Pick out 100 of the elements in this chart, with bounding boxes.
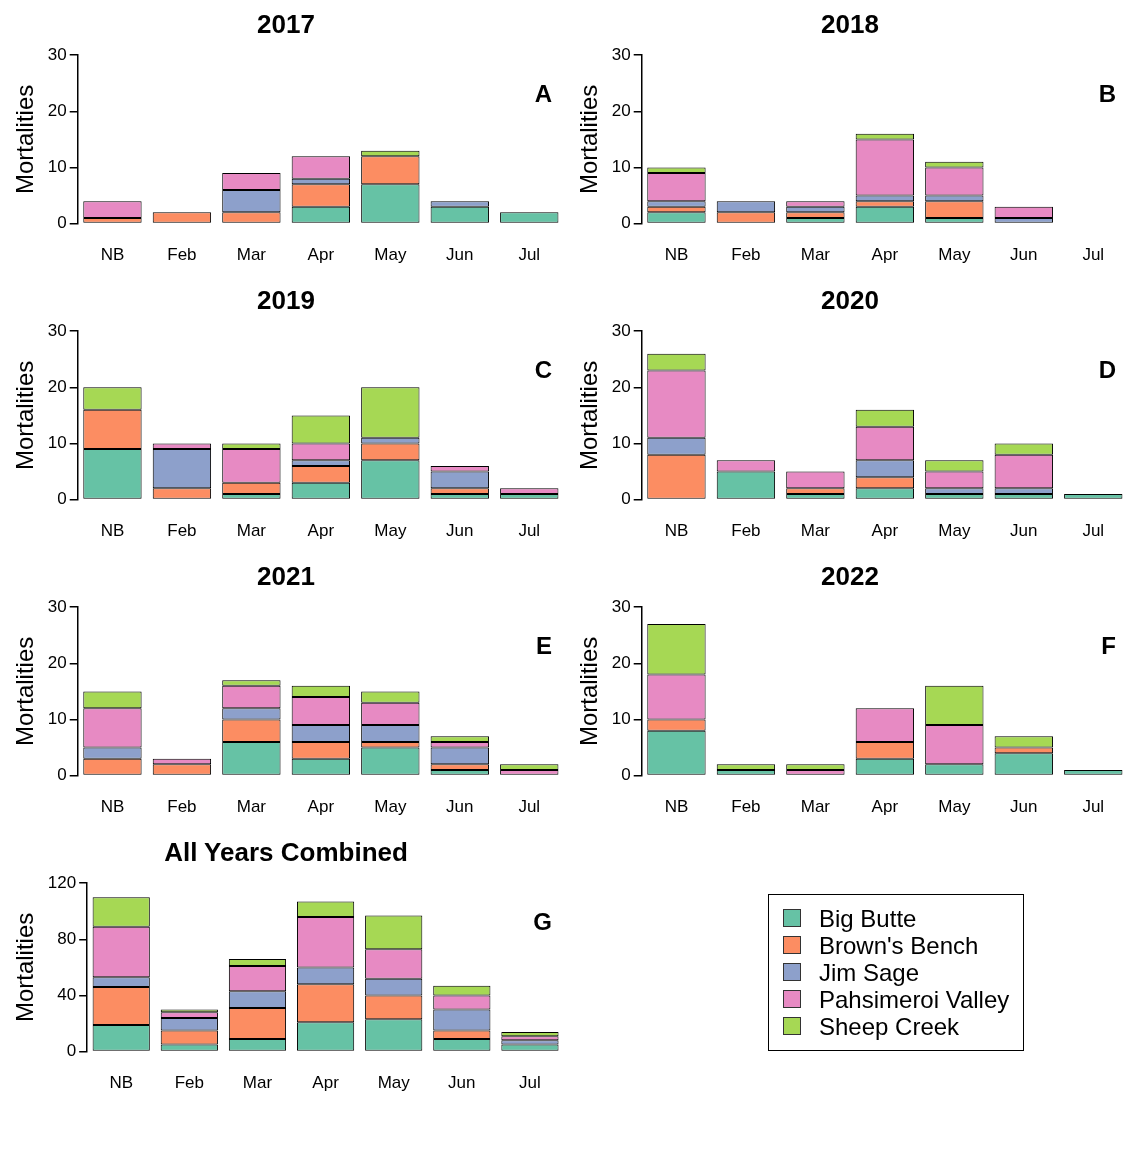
x-tick-label: Apr bbox=[307, 245, 335, 265]
x-tick-label: Jun bbox=[446, 245, 474, 265]
y-tick-label: 30 bbox=[47, 320, 67, 340]
y-tick-label: 30 bbox=[47, 44, 67, 64]
x-tick-label: Jun bbox=[446, 797, 474, 817]
x-tick-label: May bbox=[938, 245, 971, 265]
y-axis-title: Mortalities bbox=[11, 912, 39, 1023]
chart-title: All Years Combined bbox=[164, 836, 408, 867]
x-tick-label: NB bbox=[100, 521, 125, 541]
x-tick-label: NB bbox=[100, 245, 125, 265]
x-tick-label: Feb bbox=[167, 521, 197, 541]
y-axis-title: Mortalities bbox=[575, 84, 603, 195]
x-tick-label: Apr bbox=[307, 797, 335, 817]
x-tick-label: Feb bbox=[731, 245, 761, 265]
y-tick-label: 0 bbox=[57, 213, 67, 233]
y-tick-label: 20 bbox=[611, 377, 631, 397]
x-tick-label: NB bbox=[664, 797, 689, 817]
x-tick-label: NB bbox=[664, 245, 689, 265]
x-tick-label: Apr bbox=[307, 521, 335, 541]
x-tick-label: May bbox=[374, 521, 407, 541]
y-tick-label: 0 bbox=[621, 213, 631, 233]
y-tick-label: 80 bbox=[57, 929, 77, 949]
x-tick-label: May bbox=[938, 521, 971, 541]
chart-title: 2018 bbox=[821, 8, 879, 39]
x-tick-label: Apr bbox=[871, 797, 899, 817]
annotation: C bbox=[534, 355, 552, 383]
y-tick-label: 10 bbox=[47, 709, 67, 729]
x-tick-label: May bbox=[938, 797, 971, 817]
chart-title: 2019 bbox=[257, 284, 315, 315]
chart-title: 2022 bbox=[821, 560, 879, 591]
x-tick-label: Jul bbox=[1082, 245, 1105, 265]
y-tick-label: 20 bbox=[611, 653, 631, 673]
x-tick-label: May bbox=[374, 797, 407, 817]
legend-label: Big Butte bbox=[819, 904, 917, 932]
x-tick-label: Apr bbox=[871, 521, 899, 541]
legend-label: Pahsimeroi Valley bbox=[819, 985, 1010, 1013]
y-tick-label: 10 bbox=[611, 433, 631, 453]
y-tick-label: 30 bbox=[47, 596, 67, 616]
chart-title: 2017 bbox=[257, 8, 315, 39]
y-tick-label: 10 bbox=[611, 709, 631, 729]
x-tick-label: Jun bbox=[1010, 245, 1038, 265]
x-tick-label: Feb bbox=[167, 245, 197, 265]
x-tick-label: Jun bbox=[1010, 797, 1038, 817]
x-tick-label: Mar bbox=[236, 797, 267, 817]
y-tick-label: 30 bbox=[611, 44, 631, 64]
chart-title: 2021 bbox=[257, 560, 315, 591]
y-tick-label: 0 bbox=[621, 489, 631, 509]
legend-label: Jim Sage bbox=[819, 958, 920, 986]
y-tick-label: 20 bbox=[47, 377, 67, 397]
y-tick-label: 30 bbox=[611, 320, 631, 340]
x-tick-label: Feb bbox=[174, 1073, 204, 1093]
y-axis-title: Mortalities bbox=[11, 360, 39, 471]
y-tick-label: 20 bbox=[611, 101, 631, 121]
x-tick-label: Feb bbox=[731, 797, 761, 817]
y-axis-title: Mortalities bbox=[11, 636, 39, 747]
x-tick-label: Jul bbox=[1082, 521, 1105, 541]
y-axis-title: Mortalities bbox=[11, 84, 39, 195]
x-tick-label: Jul bbox=[518, 797, 541, 817]
x-tick-label: Mar bbox=[236, 245, 267, 265]
annotation: B bbox=[1098, 79, 1116, 107]
x-tick-label: Jul bbox=[518, 521, 541, 541]
x-tick-label: Mar bbox=[800, 797, 831, 817]
x-tick-label: Jun bbox=[448, 1073, 476, 1093]
annotation: E bbox=[535, 631, 552, 659]
x-tick-label: Feb bbox=[731, 521, 761, 541]
y-tick-label: 0 bbox=[66, 1041, 77, 1061]
x-tick-label: Mar bbox=[800, 521, 831, 541]
x-tick-label: May bbox=[377, 1073, 411, 1093]
x-tick-label: Feb bbox=[167, 797, 197, 817]
x-tick-label: Jun bbox=[446, 521, 474, 541]
y-tick-label: 0 bbox=[57, 489, 67, 509]
annotation: F bbox=[1101, 631, 1116, 659]
legend-label: Brown's Bench bbox=[819, 931, 979, 959]
y-tick-label: 40 bbox=[57, 985, 77, 1005]
x-tick-label: Mar bbox=[242, 1073, 273, 1093]
y-axis-title: Mortalities bbox=[575, 636, 603, 747]
legend-label: Sheep Creek bbox=[819, 1012, 960, 1040]
x-tick-label: Apr bbox=[871, 245, 899, 265]
y-tick-label: 10 bbox=[47, 157, 67, 177]
y-tick-label: 10 bbox=[47, 433, 67, 453]
annotation: D bbox=[1098, 355, 1116, 383]
y-axis-title: Mortalities bbox=[575, 360, 603, 471]
y-tick-label: 0 bbox=[57, 765, 67, 785]
x-tick-label: NB bbox=[664, 521, 689, 541]
y-tick-label: 30 bbox=[611, 596, 631, 616]
x-tick-label: Mar bbox=[800, 245, 831, 265]
x-tick-label: Jul bbox=[1082, 797, 1105, 817]
x-tick-label: NB bbox=[109, 1073, 134, 1093]
annotation: A bbox=[534, 79, 552, 107]
y-tick-label: 10 bbox=[611, 157, 631, 177]
x-tick-label: Jul bbox=[519, 1073, 541, 1093]
y-tick-label: 20 bbox=[47, 653, 67, 673]
x-tick-label: Mar bbox=[236, 521, 267, 541]
x-tick-label: Jul bbox=[518, 245, 541, 265]
x-tick-label: Apr bbox=[312, 1073, 340, 1093]
y-tick-label: 120 bbox=[47, 872, 77, 892]
annotation: G bbox=[533, 907, 552, 935]
y-tick-label: 0 bbox=[621, 765, 631, 785]
x-tick-label: May bbox=[374, 245, 407, 265]
x-tick-label: NB bbox=[100, 797, 125, 817]
